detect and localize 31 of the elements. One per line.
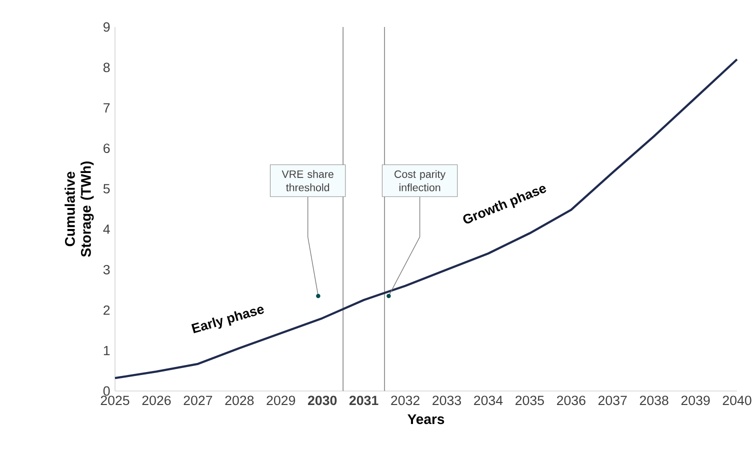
x-tick-label: 2031 — [349, 396, 378, 406]
x-tick-label: 2040 — [722, 396, 752, 406]
x-tick-label: 2028 — [225, 396, 254, 406]
y-axis-title: Cumulative Storage (TWh) — [64, 161, 94, 257]
x-tick-label: 2032 — [391, 396, 420, 406]
x-tick-label: 2034 — [474, 396, 503, 406]
x-tick-label: 2039 — [681, 396, 710, 406]
x-tick-label: 2035 — [516, 396, 544, 406]
x-tick-label: 2033 — [432, 396, 461, 406]
x-tick-label: 2030 — [308, 396, 337, 406]
y-tick-label: 9 — [104, 22, 110, 32]
x-tick-label: 2029 — [266, 396, 296, 406]
y-tick-label: 1 — [104, 346, 110, 356]
y-tick-label: 0 — [103, 386, 110, 396]
y-tick-label: 8 — [103, 62, 110, 72]
annotation: Early phase — [191, 306, 264, 334]
x-tick-label: 2036 — [556, 396, 586, 406]
x-tick-label: 2026 — [142, 396, 171, 406]
y-tick-label: 6 — [104, 144, 110, 154]
y-tick-label: 4 — [103, 224, 110, 234]
y-tick-label: 3 — [103, 264, 110, 274]
y-tick-label: 5 — [103, 184, 110, 194]
x-tick-label: 2027 — [184, 396, 212, 406]
x-tick-label: 2037 — [598, 396, 627, 406]
ref-line-label: VRE share threshold — [282, 170, 334, 192]
y-tick-label: 7 — [104, 103, 110, 112]
ref-line-label: Cost parity inflection — [394, 170, 446, 192]
x-tick-label: 2025 — [100, 396, 130, 406]
y-tick-label: 2 — [104, 305, 110, 315]
x-tick-label: 2038 — [640, 396, 668, 406]
x-axis-title: Years — [408, 414, 444, 424]
